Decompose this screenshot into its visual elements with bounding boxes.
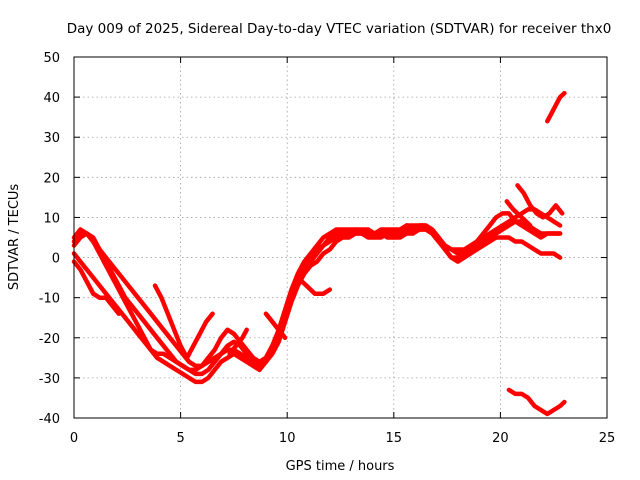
x-tick-label: 15 [386, 431, 403, 446]
chart-title: Day 009 of 2025, Sidereal Day-to-day VTE… [67, 21, 612, 37]
series-line-arc-9 [263, 311, 288, 341]
y-tick-label: 0 [52, 252, 60, 267]
y-tick-label: 20 [43, 171, 60, 186]
series-line-arc-12 [504, 199, 533, 228]
y-tick-label: -30 [39, 372, 60, 387]
series-line-arc-7 [184, 311, 215, 361]
y-tick-label: -20 [39, 332, 60, 347]
series-line-arc-6 [152, 283, 190, 361]
plot-frame [73, 56, 608, 419]
series-line-arc-3 [71, 227, 563, 373]
series-line-arc-5 [71, 259, 122, 316]
y-tick-label: 30 [43, 131, 60, 146]
x-tick-label: 20 [492, 431, 509, 446]
series-line-arc-2 [71, 211, 563, 377]
axis-ticks: 0 5 10 15 20 25 -40 -30 -20 -10 0 10 20 30 40 50 [39, 51, 616, 446]
y-tick-label: 50 [43, 51, 60, 66]
y-tick-label: -10 [39, 292, 60, 307]
series-line-arc-10 [295, 275, 333, 296]
series-line-arc-11 [391, 223, 416, 240]
data-series [71, 90, 567, 417]
y-tick-label: 40 [43, 91, 60, 106]
series-line-arc-8 [227, 327, 249, 357]
y-tick-label: -40 [39, 412, 60, 427]
x-axis-label: GPS time / hours [286, 459, 395, 474]
series-line-arc-14 [545, 90, 567, 124]
x-tick-label: 10 [279, 431, 296, 446]
x-tick-label: 5 [176, 431, 184, 446]
x-tick-label: 25 [599, 431, 616, 446]
series-line-arc-13 [515, 183, 565, 220]
x-tick-label: 0 [70, 431, 78, 446]
series-line-arc-4 [71, 219, 563, 369]
series-line-arc-15 [506, 387, 567, 417]
y-axis-label: SDTVAR / TECUs [7, 184, 22, 291]
y-tick-label: 10 [43, 211, 60, 226]
